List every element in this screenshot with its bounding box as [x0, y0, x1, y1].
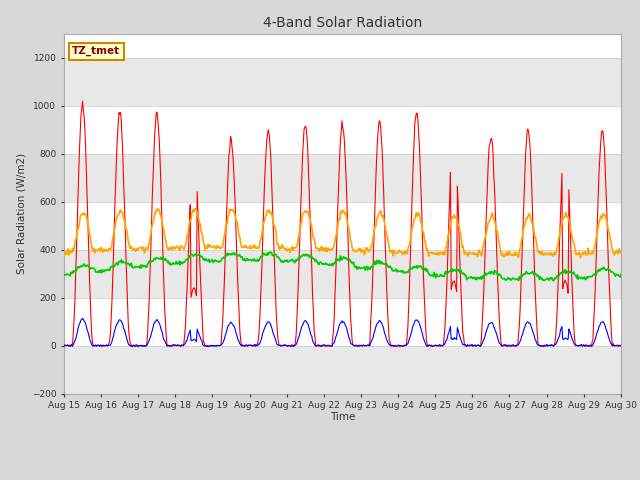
SWout: [60, 343, 68, 348]
LWout: [577, 255, 584, 261]
Line: LWin: LWin: [64, 252, 621, 281]
Bar: [64, 250, 621, 298]
LWin: [411, 264, 419, 270]
LWin: [214, 258, 221, 264]
LWout: [70, 247, 78, 252]
Bar: [64, 154, 621, 202]
SWout: [129, 343, 137, 348]
Bar: [64, 346, 621, 394]
SWout: [617, 343, 625, 348]
Line: LWout: LWout: [64, 208, 621, 258]
LWin: [550, 278, 557, 284]
Line: SWout: SWout: [64, 318, 621, 346]
LWin: [617, 272, 625, 277]
LWin: [127, 260, 135, 266]
SWin: [128, 343, 136, 348]
LWin: [267, 249, 275, 255]
SWout: [428, 343, 436, 348]
X-axis label: Time: Time: [330, 412, 355, 421]
Line: SWin: SWin: [64, 101, 621, 347]
Title: 4-Band Solar Radiation: 4-Band Solar Radiation: [263, 16, 422, 30]
LWin: [60, 272, 68, 277]
SWin: [186, 219, 193, 225]
SWin: [70, 316, 78, 322]
SWin: [428, 343, 436, 349]
SWout: [186, 329, 193, 335]
LWin: [428, 273, 435, 278]
SWin: [134, 344, 142, 349]
Bar: [64, 202, 621, 250]
LWout: [191, 205, 198, 211]
SWout: [71, 338, 79, 344]
LWout: [617, 250, 625, 255]
SWin: [215, 343, 223, 348]
LWout: [60, 248, 68, 254]
Y-axis label: Solar Radiation (W/m2): Solar Radiation (W/m2): [16, 153, 26, 274]
LWin: [184, 257, 192, 263]
Bar: [64, 58, 621, 106]
LWout: [411, 216, 419, 222]
SWout: [68, 343, 76, 349]
Legend: SWin, SWout, LWin, LWout: SWin, SWout, LWin, LWout: [197, 477, 488, 480]
SWin: [412, 115, 419, 120]
LWout: [428, 250, 435, 255]
LWout: [127, 243, 135, 249]
SWout: [79, 315, 86, 321]
LWout: [184, 231, 192, 237]
LWin: [70, 269, 78, 275]
LWout: [214, 243, 222, 249]
Text: TZ_tmet: TZ_tmet: [72, 46, 120, 57]
Bar: [64, 106, 621, 154]
SWin: [617, 343, 625, 349]
Bar: [64, 298, 621, 346]
SWin: [79, 98, 86, 104]
SWin: [60, 342, 68, 348]
SWout: [412, 317, 419, 323]
SWout: [215, 343, 223, 348]
